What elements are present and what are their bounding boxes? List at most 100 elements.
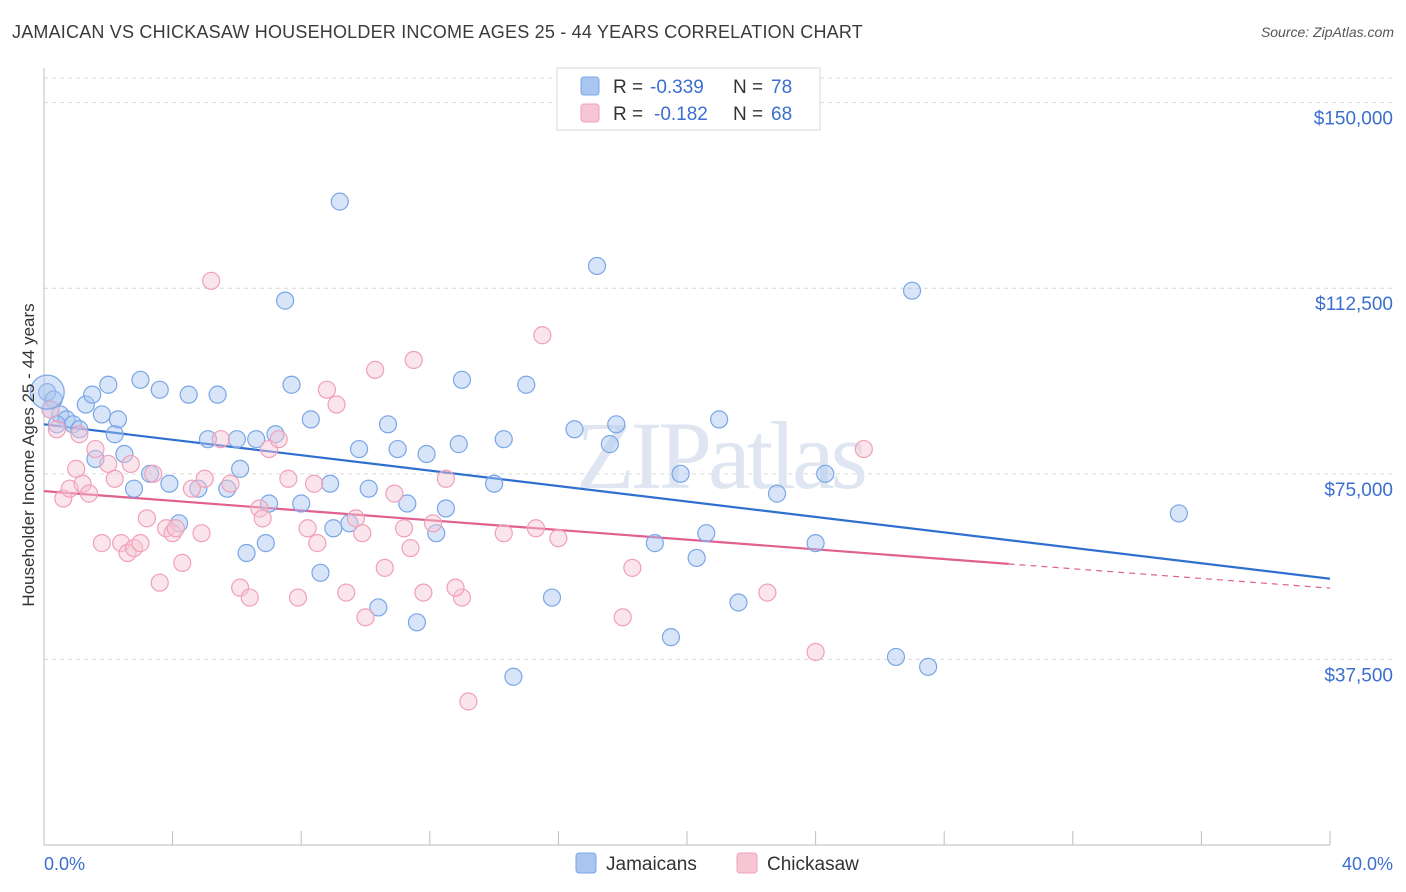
grid-lines xyxy=(44,77,1395,660)
legend-swatch-jamaicans xyxy=(580,76,600,96)
chickasaw-point xyxy=(549,529,568,548)
chickasaw-point xyxy=(288,588,308,607)
legend-swatch-chickasaw xyxy=(580,103,600,123)
jamaicans-point xyxy=(919,657,938,676)
jamaicans-point xyxy=(108,410,128,429)
chickasaw-point xyxy=(401,538,420,558)
legend-n-label-1: N = xyxy=(733,77,763,98)
jamaicans-point xyxy=(398,494,417,513)
chickasaw-point xyxy=(163,524,182,543)
jamaicans-point xyxy=(542,588,562,607)
jamaicans-point xyxy=(292,494,311,513)
legend-n-label-2: N = xyxy=(733,104,763,125)
chickasaw-point xyxy=(304,474,324,493)
jamaicans-point xyxy=(189,479,208,498)
chickasaw-point xyxy=(144,464,163,483)
chickasaw-point xyxy=(240,588,259,607)
bottom-legend-swatch-jamaicans xyxy=(575,852,597,874)
jamaicans-point xyxy=(697,524,716,543)
chickasaw-point xyxy=(166,519,185,538)
jamaicans-point xyxy=(607,415,626,434)
chickasaw-point xyxy=(195,469,214,488)
jamaicans-point xyxy=(407,613,427,632)
chickasaw-point xyxy=(459,692,478,711)
chickasaw-point xyxy=(131,534,150,553)
jamaicans-point xyxy=(388,439,407,459)
jamaicans-point xyxy=(311,563,330,582)
chickasaw-point xyxy=(353,524,372,543)
jamaicans-point xyxy=(76,395,95,414)
jamaicans-point xyxy=(231,459,250,478)
bottom-legend-label-chickasaw: Chickasaw xyxy=(767,854,859,875)
chickasaw-point xyxy=(202,271,221,290)
jamaicans-point xyxy=(321,474,340,493)
chart-source: Source: ZipAtlas.com xyxy=(1260,24,1394,40)
bottom-legend-label-jamaicans: Jamaicans xyxy=(606,854,697,875)
jamaicans-point xyxy=(92,405,111,424)
chickasaw-point xyxy=(613,608,632,627)
chickasaw-point xyxy=(54,489,73,508)
chickasaw-point xyxy=(394,519,414,538)
jamaicans-point xyxy=(131,370,150,389)
jamaicans-point xyxy=(276,291,295,310)
legend-r-label-2: R = xyxy=(613,104,643,125)
jamaicans-point xyxy=(504,667,523,686)
jamaicans-point xyxy=(517,375,536,394)
legend-n-value-2: 68 xyxy=(771,104,792,125)
jamaicans-point xyxy=(38,383,57,402)
jamaicans-point xyxy=(806,534,825,553)
legend-r-value-2: -0.182 xyxy=(654,104,708,125)
chickasaw-trend-extension xyxy=(1008,563,1331,589)
chickasaw-point xyxy=(121,454,140,474)
chickasaw-point xyxy=(385,484,404,503)
chickasaw-point xyxy=(366,360,385,379)
chickasaw-point xyxy=(298,519,317,538)
chickasaw-point xyxy=(533,326,552,345)
jamaicans-point xyxy=(687,548,706,568)
chickasaw-point xyxy=(259,439,279,459)
chickasaw-point xyxy=(250,499,269,518)
chickasaw-point xyxy=(182,479,201,498)
jamaicans-point xyxy=(494,430,513,449)
legend-r-value-1: -0.339 xyxy=(650,77,704,98)
chickasaw-point xyxy=(253,509,272,528)
jamaicans-point xyxy=(729,593,748,612)
y-axis-title: Householder Income Ages 25 - 44 years xyxy=(19,303,38,606)
jamaicans-point xyxy=(208,385,227,404)
jamaicans-point xyxy=(902,281,922,300)
chickasaw-point xyxy=(526,519,545,538)
jamaicans-point xyxy=(324,519,343,538)
chickasaw-point xyxy=(279,469,298,488)
chickasaw-trend-line xyxy=(43,490,1009,565)
y-tick-label: $150,000 xyxy=(1314,109,1393,130)
chickasaw-point xyxy=(356,608,375,627)
chickasaw-point xyxy=(137,509,156,528)
jamaicans-point xyxy=(256,534,275,553)
jamaicans-point xyxy=(105,425,124,444)
chickasaw-point xyxy=(623,558,642,577)
jamaicans-point xyxy=(452,370,472,389)
jamaicans-point xyxy=(600,435,619,454)
legend-n-value-1: 78 xyxy=(771,77,792,98)
jamaicans-point xyxy=(99,375,118,394)
y-tick-label: $75,000 xyxy=(1324,480,1393,501)
jamaicans-point xyxy=(70,420,89,439)
chickasaw-point xyxy=(337,583,356,602)
jamaicans-point xyxy=(198,430,218,449)
x-tick-label-max: 40.0% xyxy=(1342,854,1393,874)
chickasaw-point xyxy=(423,514,443,533)
chickasaw-point xyxy=(192,524,211,543)
chickasaw-point xyxy=(173,553,192,573)
jamaicans-point xyxy=(436,499,455,518)
jamaicans-point xyxy=(237,543,256,563)
jamaicans-point xyxy=(247,430,266,449)
chickasaw-point xyxy=(308,534,327,553)
jamaicans-point xyxy=(671,464,690,483)
jamaicans-point xyxy=(301,410,320,429)
jamaicans-point-large xyxy=(29,374,65,410)
chickasaw-point xyxy=(150,573,169,592)
chickasaw-point xyxy=(231,578,250,597)
chickasaw-point xyxy=(317,380,337,399)
jamaicans-point xyxy=(179,385,198,404)
bottom-legend-swatch-chickasaw xyxy=(736,852,758,874)
